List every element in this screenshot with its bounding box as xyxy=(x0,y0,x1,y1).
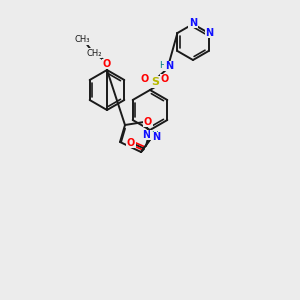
Text: N: N xyxy=(165,61,173,71)
Text: N: N xyxy=(189,18,197,28)
Text: O: O xyxy=(103,59,111,69)
Text: N: N xyxy=(152,132,160,142)
Text: S: S xyxy=(151,77,159,87)
Text: H: H xyxy=(160,61,167,70)
Text: O: O xyxy=(127,138,135,148)
Text: O: O xyxy=(161,74,169,84)
Text: O: O xyxy=(144,117,152,127)
Text: O: O xyxy=(141,74,149,84)
Text: CH₂: CH₂ xyxy=(86,49,102,58)
Text: N: N xyxy=(142,130,150,140)
Text: N: N xyxy=(206,28,214,38)
Text: H: H xyxy=(151,130,158,140)
Text: CH₃: CH₃ xyxy=(74,35,90,44)
